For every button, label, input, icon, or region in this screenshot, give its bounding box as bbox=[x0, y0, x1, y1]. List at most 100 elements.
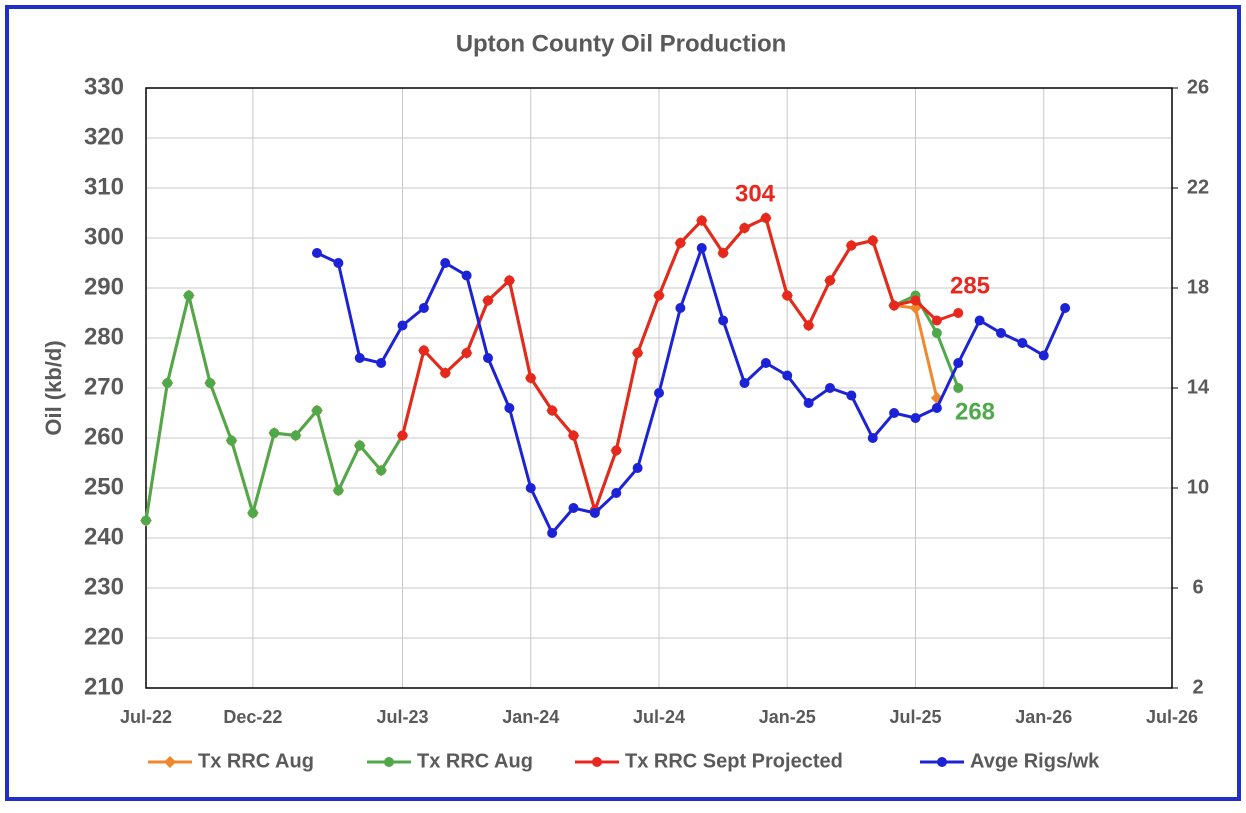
marker bbox=[760, 358, 771, 368]
marker bbox=[525, 373, 536, 383]
marker bbox=[846, 390, 857, 401]
marker bbox=[889, 300, 900, 311]
marker bbox=[461, 348, 472, 358]
marker bbox=[483, 295, 493, 306]
marker bbox=[312, 405, 322, 416]
marker bbox=[953, 383, 964, 393]
y2-tick-label: 22 bbox=[1187, 176, 1209, 198]
marker bbox=[910, 413, 921, 423]
marker bbox=[937, 757, 947, 767]
plot-area bbox=[145, 87, 1173, 689]
x-tick-label: Jan-26 bbox=[1015, 707, 1072, 727]
x-tick-label: Jul-26 bbox=[1146, 707, 1198, 727]
y-tick-label: 290 bbox=[84, 273, 124, 300]
marker bbox=[592, 757, 602, 767]
marker bbox=[996, 328, 1006, 338]
marker bbox=[354, 353, 365, 363]
x-tick-label: Jan-25 bbox=[759, 707, 816, 727]
marker bbox=[418, 345, 429, 356]
y-tick-label: 230 bbox=[84, 573, 124, 600]
marker bbox=[589, 508, 600, 518]
marker bbox=[825, 383, 835, 393]
annotation: 268 bbox=[955, 398, 995, 425]
marker bbox=[269, 428, 280, 438]
y2-tick-label: 26 bbox=[1187, 76, 1209, 98]
y-tick-label: 320 bbox=[84, 123, 124, 150]
legend-label: Avge Rigs/wk bbox=[970, 750, 1100, 772]
marker bbox=[205, 378, 216, 388]
marker bbox=[974, 315, 985, 326]
marker bbox=[504, 403, 515, 413]
marker bbox=[440, 258, 451, 268]
marker bbox=[418, 303, 429, 313]
marker bbox=[461, 270, 472, 281]
marker bbox=[440, 368, 451, 378]
marker bbox=[632, 463, 643, 473]
marker bbox=[226, 435, 237, 446]
marker bbox=[782, 290, 793, 301]
marker bbox=[675, 238, 686, 248]
marker bbox=[141, 515, 151, 526]
marker bbox=[696, 215, 707, 226]
x-tick-label: Jul-25 bbox=[889, 707, 941, 727]
y-tick-label: 300 bbox=[84, 223, 124, 250]
marker bbox=[247, 508, 258, 518]
y-tick-label: 270 bbox=[84, 373, 124, 400]
marker bbox=[568, 430, 579, 441]
marker bbox=[397, 320, 408, 331]
marker bbox=[867, 433, 878, 443]
marker bbox=[782, 370, 793, 381]
marker bbox=[483, 353, 493, 363]
marker bbox=[675, 303, 686, 313]
x-tick-label: Jul-24 bbox=[633, 707, 685, 727]
y2-tick-label: 14 bbox=[1187, 376, 1210, 398]
marker bbox=[504, 275, 515, 286]
y2-tick-label: 10 bbox=[1187, 476, 1209, 498]
marker bbox=[931, 315, 942, 326]
chart-title: Upton County Oil Production bbox=[456, 30, 787, 57]
marker bbox=[611, 488, 622, 498]
marker bbox=[696, 243, 707, 253]
marker bbox=[953, 358, 964, 368]
x-tick-label: Dec-22 bbox=[223, 707, 282, 727]
marker bbox=[739, 223, 750, 233]
x-tick-label: Jan-24 bbox=[502, 707, 559, 727]
marker bbox=[376, 358, 387, 368]
marker bbox=[333, 485, 344, 496]
legend-label: Tx RRC Aug bbox=[417, 750, 533, 772]
y-tick-label: 260 bbox=[84, 423, 124, 450]
marker bbox=[568, 503, 579, 513]
y-axis-label: Oil (kb/d) bbox=[41, 340, 66, 435]
marker bbox=[825, 275, 835, 286]
marker bbox=[333, 258, 344, 268]
marker bbox=[384, 757, 394, 767]
x-tick-label: Jul-22 bbox=[120, 707, 172, 727]
y-tick-label: 220 bbox=[84, 623, 124, 650]
y2-tick-label: 18 bbox=[1187, 276, 1209, 298]
marker bbox=[611, 445, 622, 456]
x-tick-label: Jul-23 bbox=[376, 707, 428, 727]
y-tick-label: 280 bbox=[84, 323, 124, 350]
marker bbox=[1017, 338, 1028, 348]
marker bbox=[718, 248, 729, 258]
annotation: 285 bbox=[950, 272, 990, 299]
marker bbox=[525, 483, 536, 493]
marker bbox=[354, 440, 365, 451]
marker bbox=[803, 398, 814, 408]
marker bbox=[183, 290, 194, 301]
marker bbox=[889, 408, 900, 418]
y-tick-label: 240 bbox=[84, 523, 124, 550]
marker bbox=[910, 295, 921, 306]
marker bbox=[953, 308, 964, 318]
marker bbox=[739, 378, 750, 388]
y-tick-label: 310 bbox=[84, 173, 124, 200]
marker bbox=[931, 328, 942, 338]
marker bbox=[547, 405, 558, 416]
marker bbox=[547, 528, 558, 538]
y2-tick-label: 6 bbox=[1192, 576, 1203, 598]
y-tick-label: 250 bbox=[84, 473, 124, 500]
series-line bbox=[316, 243, 1067, 536]
marker bbox=[162, 378, 173, 388]
marker bbox=[931, 403, 942, 413]
